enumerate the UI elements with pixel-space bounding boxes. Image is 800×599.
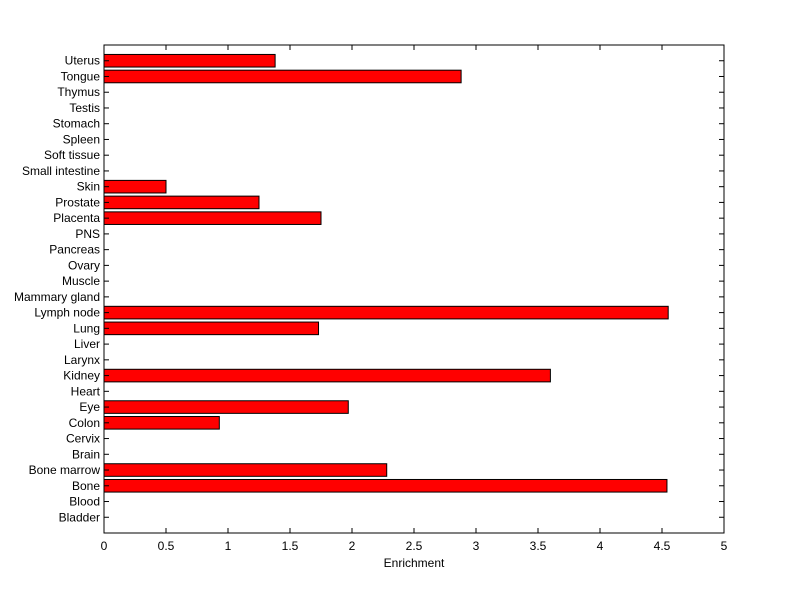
y-tick-label: Larynx	[64, 353, 100, 367]
y-tick-label: Colon	[69, 416, 100, 430]
y-tick-label: Placenta	[53, 211, 100, 225]
y-tick-label: Spleen	[63, 132, 100, 146]
y-tick-label: Lymph node	[34, 306, 100, 320]
x-tick-label: 3	[473, 539, 480, 553]
y-tick-label: Small intestine	[22, 164, 100, 178]
x-tick-label: 2.5	[406, 539, 423, 553]
bar-lung	[103, 321, 320, 336]
y-tick-label: Brain	[72, 447, 100, 461]
ticks-layer	[103, 45, 725, 533]
y-tick-label: Thymus	[57, 85, 100, 99]
x-tick-label: 5	[721, 539, 728, 553]
x-tick-label: 0	[101, 539, 108, 553]
x-tick-label: 2	[349, 539, 356, 553]
bar-uterus	[103, 53, 276, 68]
bar-lymph-node	[103, 305, 669, 320]
bar-prostate	[103, 195, 260, 210]
x-tick-label: 4	[597, 539, 604, 553]
y-tick-label: Ovary	[68, 258, 100, 272]
y-tick-label: Pancreas	[49, 243, 100, 257]
y-tick-label: Skin	[77, 180, 100, 194]
x-tick-label: 4.5	[654, 539, 671, 553]
x-tick-label: 1	[225, 539, 232, 553]
bar-colon	[103, 416, 220, 430]
y-tick-label: Testis	[69, 101, 100, 115]
y-tick-label: Lung	[73, 321, 100, 335]
y-tick-label: Heart	[71, 384, 101, 398]
x-tick-label: 3.5	[530, 539, 547, 553]
bars-layer	[103, 53, 669, 493]
y-tick-label: Eye	[79, 400, 100, 414]
bar-bone-marrow	[103, 463, 388, 477]
y-tick-label: Cervix	[66, 432, 100, 446]
y-tick-label: Kidney	[63, 369, 100, 383]
bar-kidney	[103, 368, 551, 383]
y-tick-label: Uterus	[65, 54, 100, 68]
y-tick-label: Mammary gland	[14, 290, 100, 304]
bar-skin	[103, 179, 167, 194]
bar-placenta	[103, 211, 322, 225]
y-tick-label: Blood	[69, 495, 100, 509]
bar-tongue	[103, 69, 462, 84]
bar-bone	[103, 478, 668, 493]
y-tick-label: Tongue	[61, 69, 101, 83]
x-tick-label: 0.5	[158, 539, 175, 553]
y-tick-label: Prostate	[55, 195, 100, 209]
y-tick-label: PNS	[75, 227, 100, 241]
y-tick-label: Liver	[74, 337, 100, 351]
y-tick-label: Soft tissue	[44, 148, 100, 162]
y-tick-label: Muscle	[62, 274, 100, 288]
plot-frame	[103, 44, 725, 534]
y-tick-label: Bone	[72, 479, 100, 493]
bar-eye	[103, 400, 349, 414]
x-tick-labels: 0 0.5 1 1.5 2 2.5 3 3.5 4 4.5 5	[101, 539, 728, 553]
x-tick-label: 1.5	[282, 539, 299, 553]
x-axis-title: Enrichment	[384, 556, 445, 570]
y-tick-label: Stomach	[53, 117, 100, 131]
y-tick-label: Bladder	[59, 510, 100, 524]
y-tick-label: Bone marrow	[29, 463, 101, 477]
